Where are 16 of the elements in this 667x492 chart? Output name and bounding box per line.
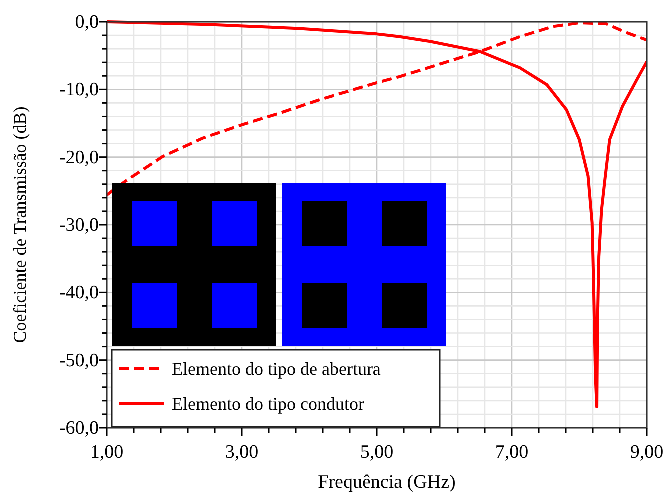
x-tick-label: 9,00 <box>630 442 664 463</box>
x-tick-label: 3,00 <box>225 442 259 463</box>
y-tick-label: -50,0 <box>59 350 99 372</box>
x-axis-title: Frequência (GHz) <box>318 472 456 492</box>
legend-label: Elemento do tipo condutor <box>172 394 364 414</box>
legend-label: Elemento do tipo de abertura <box>172 359 381 379</box>
y-tick-label: -10,0 <box>59 80 99 101</box>
x-tick-label: 5,00 <box>360 442 394 463</box>
x-tick-label: 7,00 <box>495 442 529 463</box>
y-tick-label: -30,0 <box>59 215 99 236</box>
x-tick-label: 1,00 <box>90 442 124 463</box>
y-tick-label: -20,0 <box>59 147 99 168</box>
y-axis-title: Coeficiente de Transmissão (dB) <box>10 106 30 344</box>
y-tick-label: -60,0 <box>59 418 99 439</box>
y-tick-label: -40,0 <box>59 282 99 304</box>
y-tick-label: 0,0 <box>75 12 99 33</box>
